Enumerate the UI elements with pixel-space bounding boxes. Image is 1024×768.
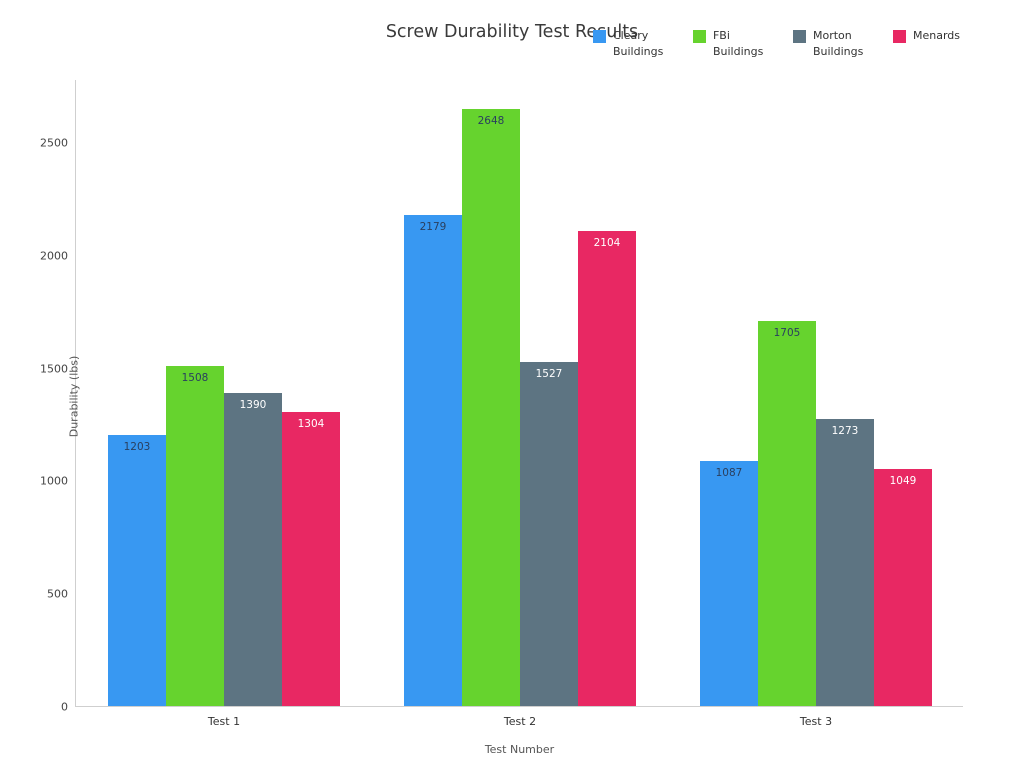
bar-value-label: 1304	[297, 417, 325, 430]
bar-value-label: 1049	[889, 475, 917, 488]
bar-value-label: 1705	[773, 327, 801, 340]
bar-value-label: 1508	[181, 371, 209, 384]
legend-swatch-icon	[892, 30, 906, 43]
plot-area: Durability (lbs) Test Number 0 500 1000 150…	[40, 80, 963, 756]
bar-value-label: 1203	[123, 440, 151, 453]
chart-title: Screw Durability Test Results	[385, 22, 639, 42]
bar-value-label: 1087	[715, 466, 743, 479]
legend-item: Cleary Buildings	[592, 28, 671, 60]
bar: 1527	[520, 361, 578, 706]
bar: 1304	[282, 411, 340, 706]
bar: 1508	[166, 365, 224, 706]
bar: 1273	[816, 418, 874, 706]
legend-item: FBi Buildings	[692, 28, 771, 60]
y-tick-label: 500	[47, 587, 68, 601]
legend-label: Morton Buildings	[812, 29, 864, 58]
legend-item: Morton Buildings	[792, 28, 871, 60]
bar-value-label: 1273	[831, 424, 859, 437]
bar-value-label: 1527	[535, 367, 563, 380]
bar-value-label: 1390	[239, 398, 267, 411]
legend-item: Menards	[892, 28, 960, 44]
legend-label: Cleary Buildings	[612, 29, 664, 58]
y-tick-label: 2000	[40, 249, 68, 263]
bar: 1390	[224, 392, 282, 706]
legend-swatch-icon	[792, 30, 806, 43]
y-tick-label: 2500	[40, 136, 68, 150]
bar: 1203	[108, 434, 166, 706]
bar: 2179	[404, 214, 462, 706]
x-category-label: Test 3	[799, 715, 833, 728]
y-tick-label: 1000	[40, 474, 68, 488]
bar-value-label: 2648	[477, 114, 505, 127]
x-axis-label: Test Number	[484, 743, 555, 756]
legend-label: FBi Buildings	[712, 29, 764, 58]
legend-swatch-icon	[692, 30, 706, 43]
legend-label: Menards	[912, 29, 960, 42]
y-tick-label: 0	[61, 700, 68, 714]
legend-swatch-icon	[592, 30, 606, 43]
bar-value-label: 2104	[593, 237, 621, 250]
bar: 2648	[462, 108, 520, 706]
bar: 1705	[758, 321, 816, 706]
bar: 1087	[700, 460, 758, 706]
legend: Cleary Buildings FBi Buildings Morton Buil…	[592, 28, 960, 60]
x-category-label: Test 1	[207, 715, 241, 728]
bar: 1049	[874, 469, 932, 706]
y-tick-label: 1500	[40, 362, 68, 376]
bar-value-label: 2179	[419, 220, 447, 233]
bar: 2104	[578, 231, 636, 706]
x-category-label: Test 2	[503, 715, 537, 728]
y-axis-label: Durability (lbs)	[67, 355, 81, 438]
